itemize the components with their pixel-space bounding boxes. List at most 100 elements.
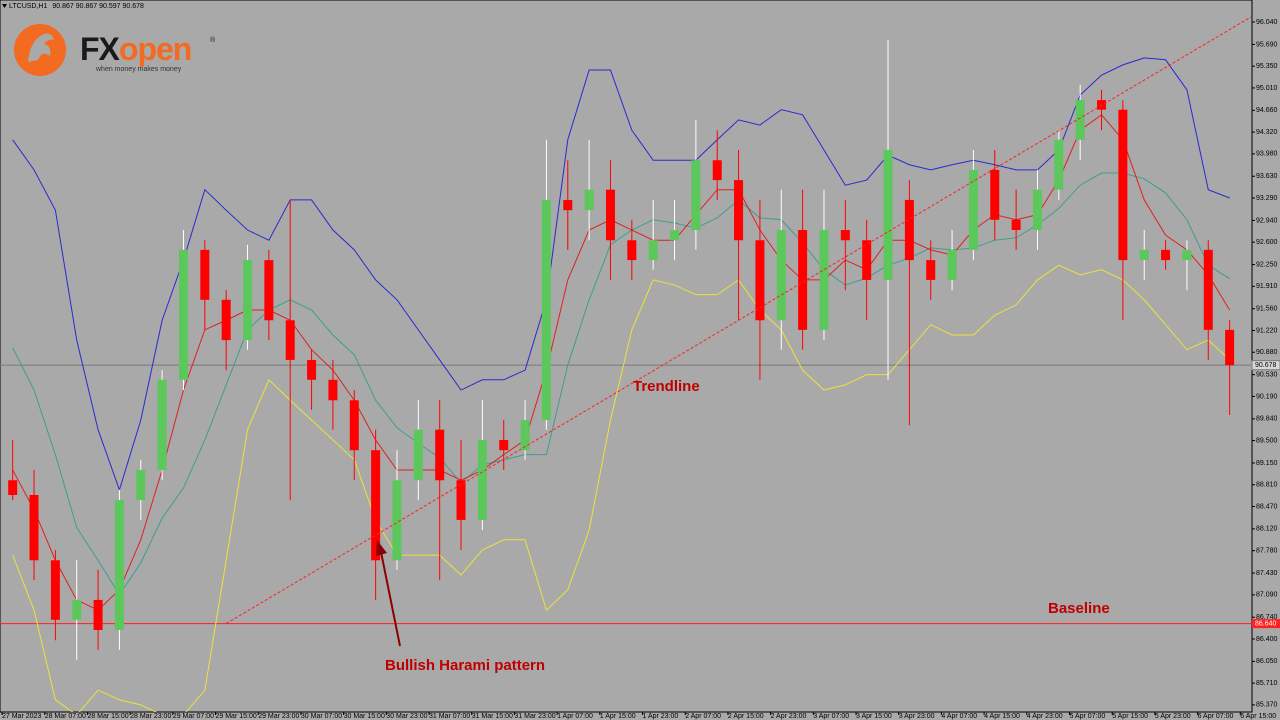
y-tick-label: 88.120 [1256,526,1278,533]
x-tick-label: 31 Mar 07:00 [429,713,470,720]
y-tick-label: 90.530 [1256,371,1278,378]
candle-body [157,379,167,471]
candle-body [947,249,957,280]
logo-tagline: when money makes money [95,66,182,73]
x-tick-label: 5 Apr 23:00 [1155,713,1191,720]
x-tick-label: 5 Apr 07:00 [1070,713,1106,720]
candle-body [243,260,253,341]
x-tick-label: 4 Apr 23:00 [1027,713,1063,720]
x-tick-label: 6 Apr 15:00 [1240,713,1276,720]
candle-body [413,429,423,481]
y-tick-label: 89.150 [1256,460,1278,467]
y-tick-label: 93.630 [1256,173,1278,180]
x-tick-label: 3 Apr 15:00 [856,713,892,720]
x-tick-label: 30 Mar 15:00 [344,713,385,720]
logo-icon-shape [28,33,54,62]
symbol: LTCUSD,H1 [9,3,47,10]
candle-body [798,230,808,330]
candle-body [392,480,402,561]
indicator-line [12,57,1230,492]
candle-body [1054,139,1064,190]
current-price-label: 90.678 [1255,362,1277,369]
candle-body [8,480,18,495]
y-tick-label: 92.940 [1256,217,1278,224]
candle-body [1225,329,1235,366]
candle-body [541,199,551,421]
x-tick-label: 31 Mar 15:00 [472,713,513,720]
candle-body [328,379,338,401]
x-tick-label: 30 Mar 23:00 [386,713,427,720]
y-tick-label: 92.250 [1256,261,1278,268]
header: LTCUSD,H1 90.867 90.867 90.597 90.678 [9,3,144,10]
y-tick-label: 91.560 [1256,306,1278,313]
candle-body [819,230,829,330]
x-tick-label: 2 Apr 23:00 [771,713,807,720]
plot-layer [0,16,1252,712]
y-tick-label: 89.840 [1256,416,1278,423]
candle-body [1118,109,1128,261]
candle-body [456,480,466,520]
baseline-price-label: 86.640 [1255,620,1277,627]
y-tick-label: 88.470 [1256,503,1278,510]
logo-open: open [119,31,191,67]
candle-body [499,439,509,451]
candle-body [776,230,786,321]
candle-body [93,599,103,631]
y-tick-label: 91.220 [1256,327,1278,334]
candle-body [477,439,487,520]
y-tick-label: 90.880 [1256,349,1278,356]
x-tick-label: 6 Apr 07:00 [1198,713,1234,720]
candle-body [307,359,317,380]
y-tick-label: 95.690 [1256,41,1278,48]
x-tick-label: 31 Mar 23:00 [514,713,555,720]
y-tick-label: 87.430 [1256,570,1278,577]
x-tick-label: 1 Apr 15:00 [600,713,636,720]
candle-body [883,150,893,280]
candle-body [178,249,188,380]
indicator-line [12,264,1230,712]
y-tick-label: 86.740 [1256,614,1278,621]
x-tick-label: 3 Apr 23:00 [899,713,935,720]
candle-body [29,494,39,561]
x-tick-label: 5 Apr 15:00 [1112,713,1148,720]
header-open: 90.867 [52,3,74,10]
y-tick-label: 91.910 [1256,283,1278,290]
y-tick-label: 95.010 [1256,85,1278,92]
y-tick-label: 94.660 [1256,107,1278,114]
candle-body [648,240,658,261]
logo-text: FXopen [80,31,191,67]
candle-body [1161,249,1171,261]
candle-body [1182,249,1192,261]
x-tick-label: 28 Mar 15:00 [87,713,128,720]
candle-body [862,240,872,280]
candle-body [72,599,82,620]
annotation-text: Bullish Harami pattern [385,657,545,674]
y-tick-label: 90.190 [1256,393,1278,400]
current-price-box [1251,360,1280,371]
header-low: 90.597 [99,3,121,10]
candle-body [990,169,1000,220]
x-tick-label: 4 Apr 07:00 [941,713,977,720]
y-tick-label: 85.710 [1256,680,1278,687]
candle-body [520,420,530,451]
candle-body [435,429,445,481]
logo-registered: ® [210,36,216,44]
logo: FXopen ® when money makes money [14,24,216,76]
x-tick-label: 30 Mar 07:00 [301,713,342,720]
candle-body [755,240,765,321]
header-high: 90.867 [76,3,98,10]
y-tick-label: 94.320 [1256,129,1278,136]
candle-body [627,240,637,261]
candle-body [221,299,231,341]
candle-body [285,320,295,360]
y-tick-label: 89.500 [1256,437,1278,444]
axis-layer: 96.040 95.690 95.350 95.010 94.660 94.320 93.9… [1,19,1280,720]
x-tick-label: 2 Apr 07:00 [685,713,721,720]
y-tick-label: 93.980 [1256,151,1278,158]
candle-body [1139,249,1149,261]
candle-body [1203,249,1213,330]
header-arrow [2,4,7,8]
candle-body [371,450,381,561]
annotation-arrow [380,551,401,647]
